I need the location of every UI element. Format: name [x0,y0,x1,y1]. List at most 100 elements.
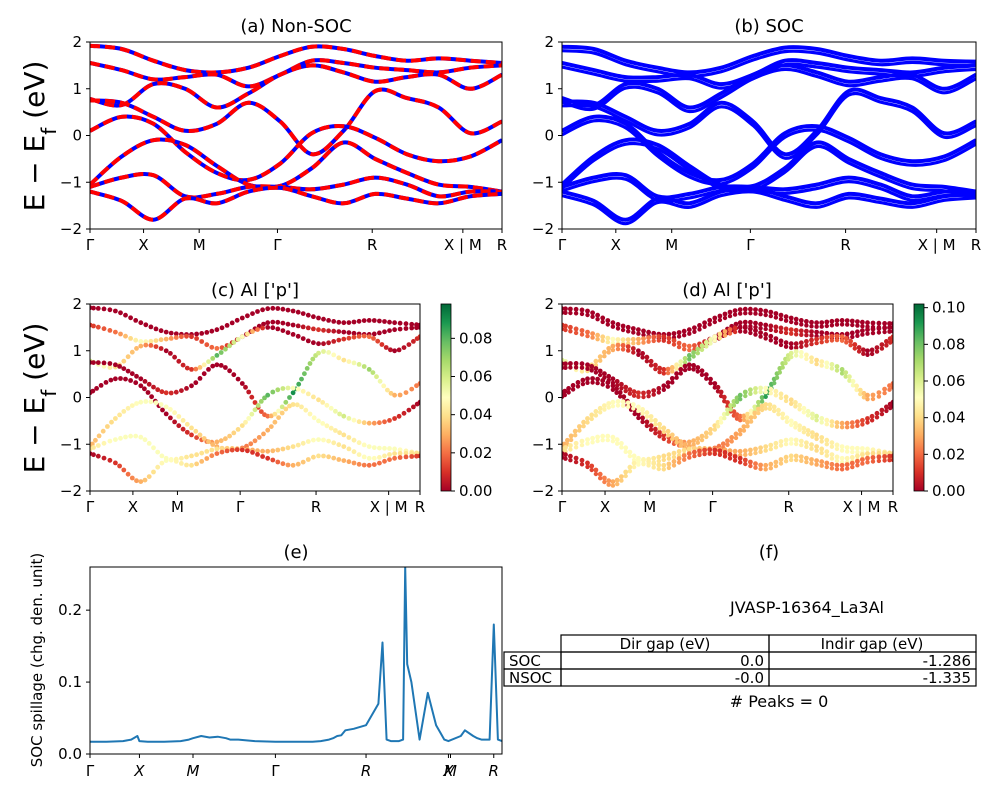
projection-point [595,376,600,382]
projection-point [598,410,603,415]
projection-point [610,479,616,484]
projection-point [356,461,362,467]
projection-point [173,335,179,340]
projection-point [855,458,860,464]
projection-point [799,344,804,349]
projection-point [311,314,316,320]
projection-point [644,359,650,364]
projection-point [265,448,271,454]
projection-point [678,371,683,376]
colorbar-tick-label: 0.02 [459,444,492,462]
projection-point [793,341,799,347]
projection-point [855,319,860,324]
projection-point [767,406,773,411]
panel-e-ylabel: SOC spillage (chg. den. unit) [28,553,46,768]
projection-point [227,343,233,349]
projection-point [260,307,265,313]
band-line-nsoc-5 [90,114,502,183]
xtick-label: X [138,236,148,254]
projection-point [311,340,316,346]
projection-point [585,437,590,442]
projection-point [615,346,621,352]
projection-point [882,321,887,326]
ytick-label: 2 [544,33,554,51]
projection-point [752,404,758,410]
projection-point [113,376,118,382]
projection-point [377,445,382,451]
xtick-label: X | M [370,498,408,516]
projection-point [206,359,211,365]
projection-point [661,425,667,431]
projection-point [235,376,241,382]
projection-point [252,438,258,444]
projection-point [417,453,420,459]
projection-point [595,312,600,318]
projection-point [712,447,718,453]
projection-point [172,354,178,360]
projection-point [573,361,579,366]
projection-point [717,317,723,323]
projection-point [640,419,645,425]
projection-point [249,394,255,400]
projection-point [665,384,671,389]
projection-point [129,475,135,481]
projection-point [336,457,342,462]
projection-point [722,333,728,338]
xtick-label: R [367,236,377,254]
ytick-label: −1 [532,435,554,453]
projection-point [824,319,830,325]
projection-point [783,330,789,336]
projection-point [717,452,723,457]
projection-point [299,376,304,382]
projection-point [870,392,876,398]
projection-point [703,430,709,436]
spillage-line [90,567,502,743]
projection-point [768,446,773,452]
projection-point [265,427,271,433]
projection-point [598,476,603,481]
band-line-nsoc-4 [90,87,502,157]
projection-point [794,321,799,326]
projection-point [610,399,616,405]
projection-point [752,410,758,416]
projection-point [579,438,585,444]
projection-point [224,448,230,454]
projection-point [600,319,605,325]
gap-table-cell [560,651,770,670]
projection-point [702,324,707,329]
projection-point [720,441,726,447]
projection-point [593,409,599,414]
projection-point [869,347,875,353]
projection-point [287,395,292,400]
projection-point [179,461,184,466]
projection-point [153,344,159,349]
projection-point [774,375,780,380]
projection-point [163,404,169,410]
projection-point [819,459,825,465]
projection-point [270,457,276,463]
projection-point [193,428,199,434]
projection-point [585,420,590,425]
projection-point [691,350,696,355]
xtick-label: R [840,236,850,254]
ytick-label: −2 [60,220,82,238]
projection-point [824,442,829,447]
projection-point [849,445,855,451]
projection-point [91,305,96,311]
projection-point [855,423,860,428]
projection-point [189,425,194,431]
projection-point [778,457,784,462]
projection-point [262,395,267,401]
projection-point [860,324,865,329]
projection-point [173,331,179,337]
projection-point [722,311,728,317]
projection-point [848,338,853,344]
projection-point [392,327,397,333]
projection-point [210,356,216,361]
projection-point [731,403,737,408]
projection-point [579,332,585,337]
projection-point [798,340,804,346]
projection-point [890,399,893,405]
projection-point [95,453,101,459]
colorbar-tick-label: 0.02 [932,445,965,463]
